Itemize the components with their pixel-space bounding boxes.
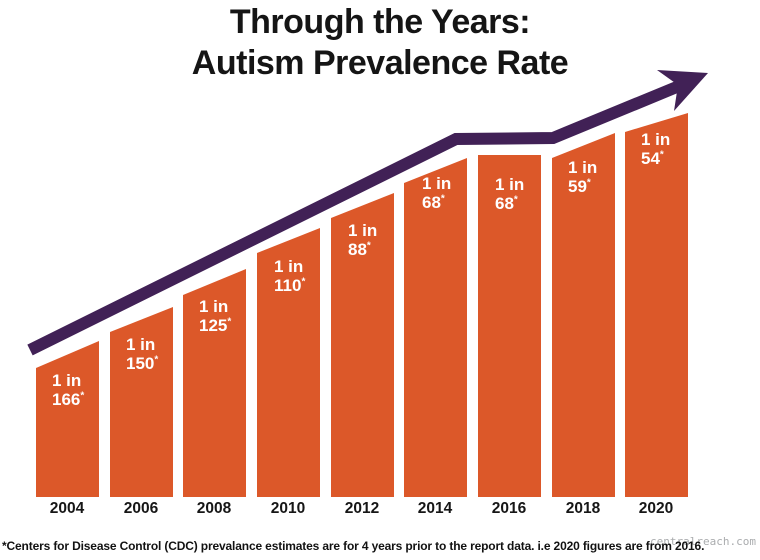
x-axis-label-2018: 2018: [565, 500, 601, 517]
bar-label-2016: 1 in 68*: [495, 175, 525, 213]
x-axis-label-2020: 2020: [638, 500, 674, 517]
bar-2012: [331, 193, 394, 497]
bar-label-2004: 1 in 166*: [52, 371, 85, 409]
title-line-1: Through the Years:: [229, 3, 531, 41]
x-axis-label-2006: 2006: [123, 500, 159, 517]
bar-2008: [183, 269, 246, 497]
bar-2004: [36, 341, 99, 497]
bar-label-2008: 1 in 125*: [199, 297, 232, 335]
bar-2016: [478, 155, 541, 497]
bar-label-2014: 1 in 68*: [422, 174, 452, 212]
x-axis-label-2004: 2004: [49, 500, 85, 517]
x-axis-label-2016: 2016: [491, 500, 527, 517]
bar-label-2010: 1 in 110*: [274, 257, 306, 295]
trend-arrow: [27, 78, 687, 356]
watermark: centralreach.com: [650, 535, 756, 548]
bar-2020: [625, 113, 688, 497]
bar-label-2006: 1 in 150*: [126, 335, 159, 373]
x-axis-label-2008: 2008: [196, 500, 232, 517]
bar-2014: [404, 158, 467, 497]
title-line-2: Autism Prevalence Rate: [191, 44, 569, 82]
bar-chart-svg: [27, 70, 708, 497]
bar-2018: [552, 133, 615, 497]
x-axis-label-2010: 2010: [270, 500, 306, 517]
x-axis-label-2014: 2014: [417, 500, 453, 517]
bar-2010: [257, 228, 320, 497]
footnote: *Centers for Disease Control (CDC) preva…: [2, 539, 705, 553]
x-axis-label-2012: 2012: [344, 500, 380, 517]
bar-label-2020: 1 in 54*: [641, 130, 671, 168]
bar-label-2018: 1 in 59*: [568, 158, 598, 196]
page-title: Through the Years: Autism Prevalence Rat…: [0, 2, 760, 84]
trend-arrow-head-icon: [657, 70, 708, 111]
bar-2006: [110, 307, 173, 497]
bar-label-2012: 1 in 88*: [348, 221, 378, 259]
